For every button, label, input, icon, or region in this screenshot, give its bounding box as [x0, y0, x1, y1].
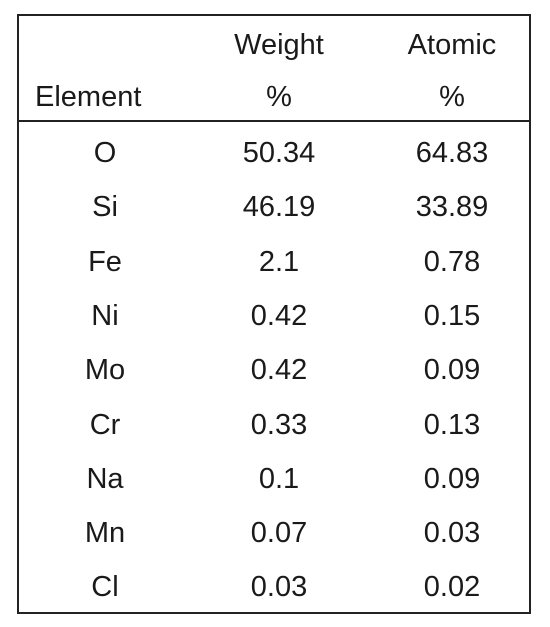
table-cell: 0.02	[423, 571, 481, 604]
table-cell: Cr	[89, 408, 121, 441]
table-cell: 0.09	[423, 354, 481, 387]
table-cell: 0.03	[250, 571, 308, 604]
table-cell: 0.15	[423, 299, 481, 332]
table-cell: 0.03	[423, 517, 481, 550]
table-cell: Na	[86, 462, 124, 495]
table-cell: 33.89	[415, 191, 489, 224]
table-cell: 0.33	[250, 408, 308, 441]
table-cell: 2.1	[258, 245, 300, 278]
table-cell: Fe	[88, 245, 122, 278]
table-cell: Cl	[91, 571, 119, 604]
table-cell: Si	[92, 191, 118, 224]
header-cell: Weight	[234, 29, 324, 61]
header-cell: Atomic	[407, 29, 497, 61]
header-cell: Element	[35, 81, 142, 113]
header-cell: %	[266, 81, 292, 113]
table-cell: 50.34	[242, 137, 316, 169]
table-cell: 64.83	[415, 137, 489, 169]
table-cell: O	[93, 137, 117, 169]
table-cell: 0.42	[250, 354, 308, 387]
table-cell: 0.78	[423, 245, 481, 278]
table: Element Weight% Atomic% O 50.34 64.83 Si 46.19 3…	[17, 14, 531, 614]
header-cell: %	[439, 81, 465, 113]
table-cell: 0.07	[250, 517, 308, 550]
table-cell: Mo	[84, 354, 126, 387]
table-cell: Ni	[91, 299, 119, 332]
header-rule	[19, 120, 529, 122]
table-cell: 46.19	[242, 191, 316, 224]
table-cell: Mn	[84, 517, 126, 550]
table-cell: 0.42	[250, 299, 308, 332]
table-cell: 0.1	[258, 462, 300, 495]
table-cell: 0.13	[423, 408, 481, 441]
table-cell: 0.09	[423, 462, 481, 495]
